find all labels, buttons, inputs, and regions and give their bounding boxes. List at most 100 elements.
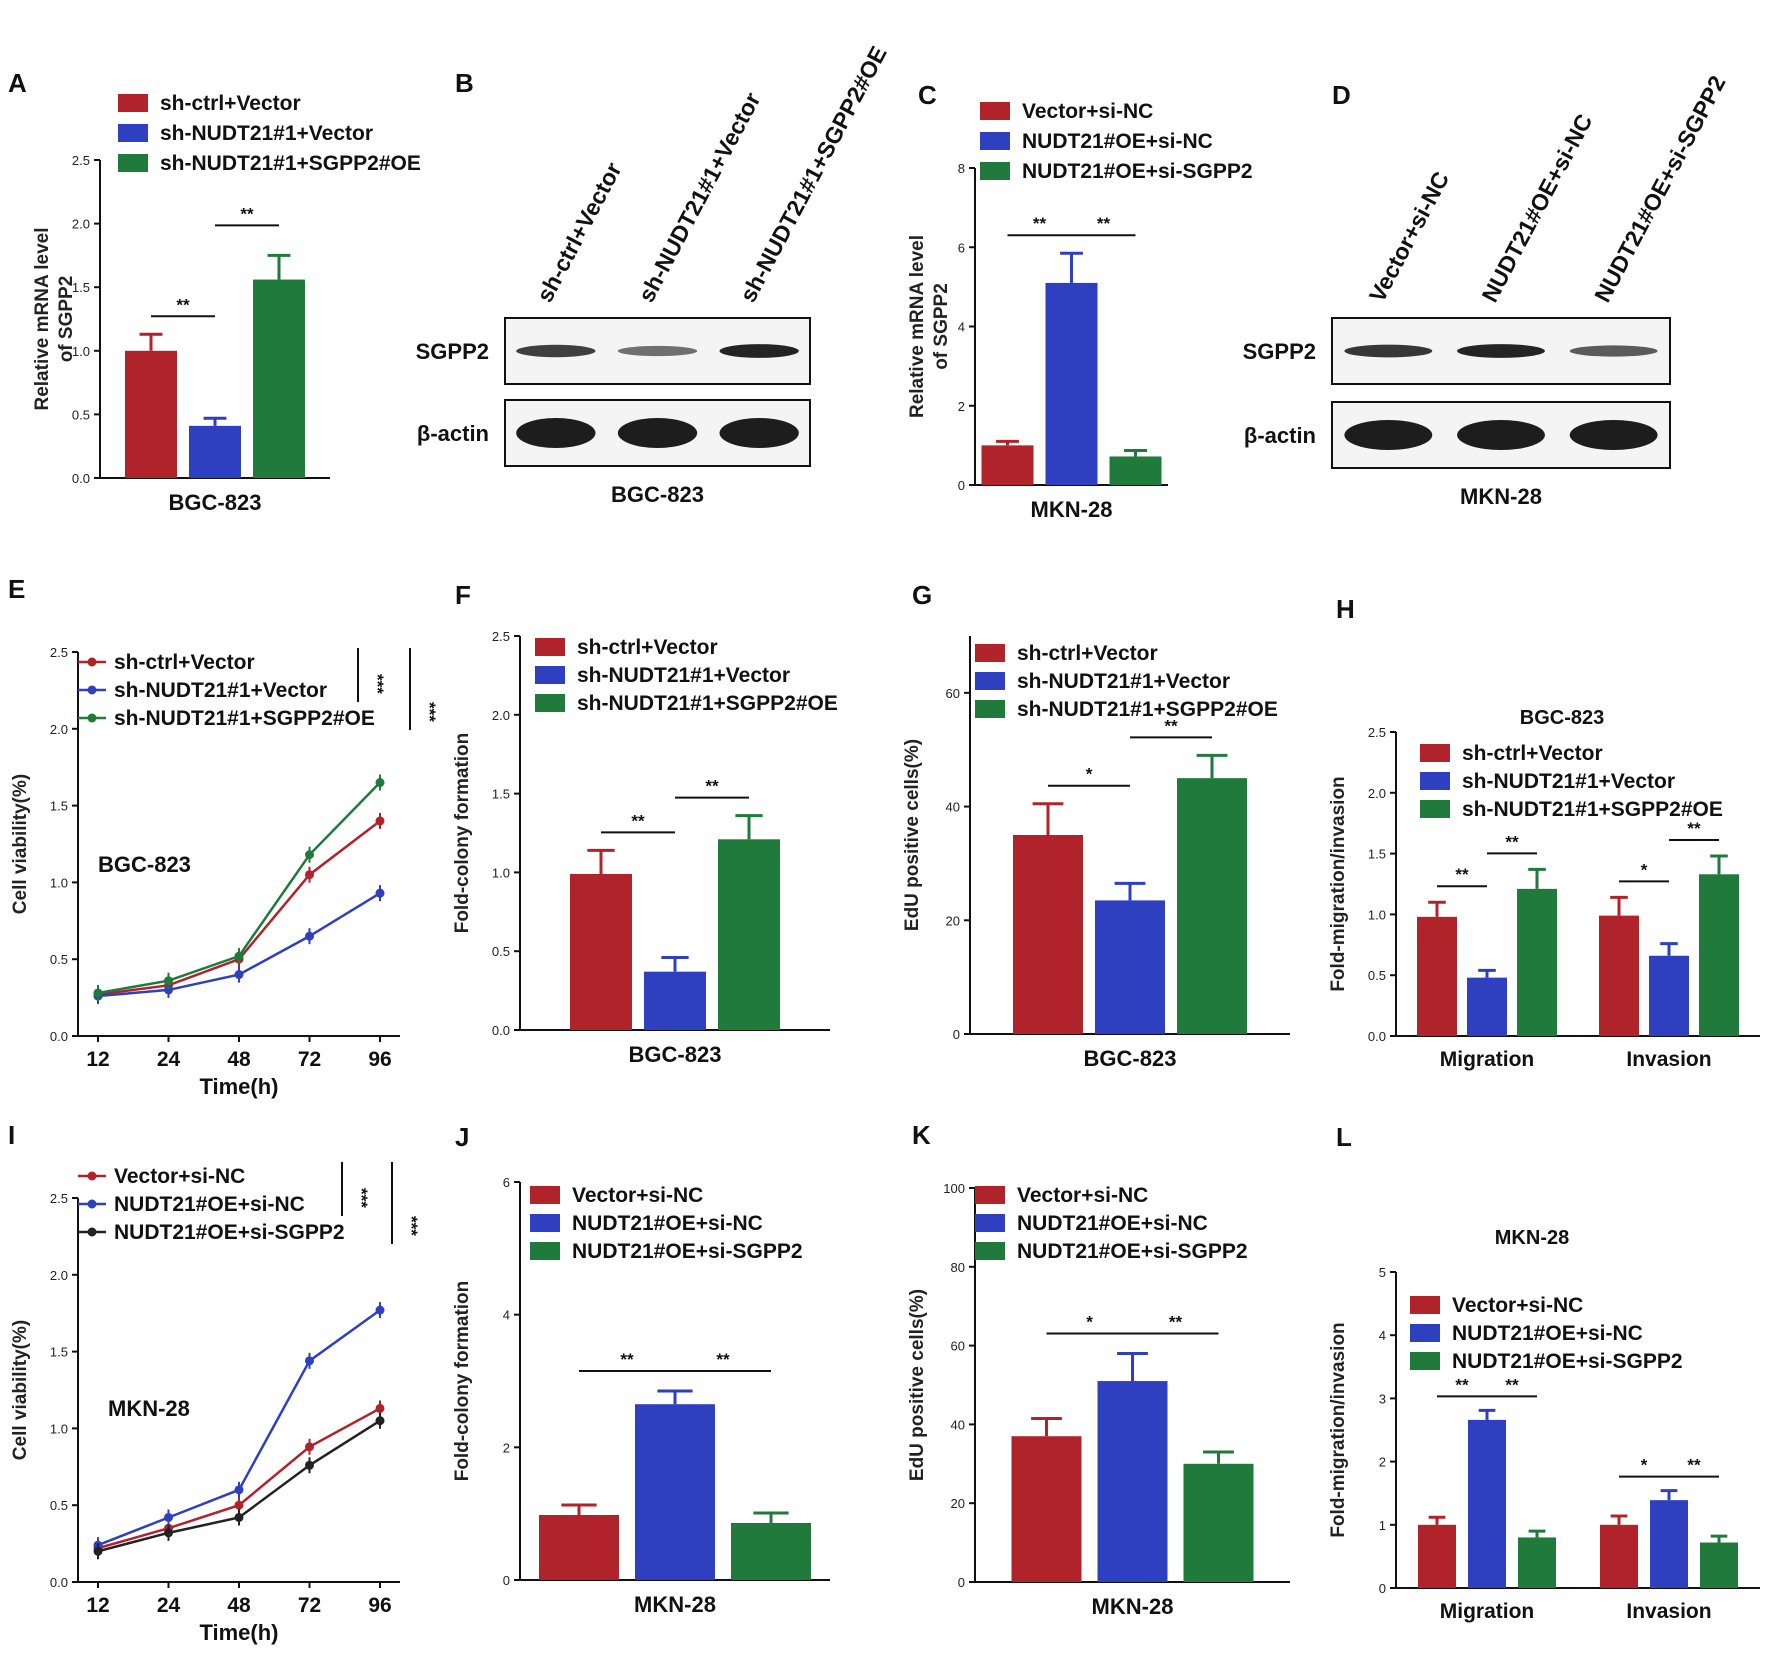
lane-label: sh-ctrl+Vector bbox=[531, 158, 626, 306]
significance-label: ** bbox=[1687, 1456, 1701, 1475]
blot-band bbox=[617, 345, 698, 357]
y-tick-label: 0.5 bbox=[72, 407, 90, 422]
blot-band bbox=[1569, 345, 1658, 357]
y-axis-title: Cell viability(%) bbox=[10, 1320, 31, 1460]
bar bbox=[1095, 900, 1165, 1034]
bar bbox=[1467, 977, 1507, 1036]
legend-label: NUDT21#OE+si-SGPP2 bbox=[1022, 160, 1253, 183]
x-tick-label: 72 bbox=[298, 1594, 321, 1617]
legend-label: Vector+si-NC bbox=[1017, 1184, 1148, 1207]
bar bbox=[1045, 282, 1098, 485]
panel-b: Bsh-ctrl+Vector sh-NUDT21#1+Vectorsh-NUDT… bbox=[416, 42, 892, 507]
legend-swatch bbox=[118, 124, 148, 142]
legend-swatch bbox=[975, 1186, 1005, 1204]
y-tick-label: 0.5 bbox=[50, 952, 68, 967]
y-tick-label: 2.5 bbox=[1368, 725, 1386, 740]
legend-label: NUDT21#OE+si-NC bbox=[1022, 130, 1213, 153]
y-tick-label: 0 bbox=[953, 1027, 960, 1042]
y-tick-label: 2.0 bbox=[50, 1268, 68, 1283]
chart-title: BGC-823 bbox=[1520, 707, 1604, 729]
y-tick-label: 1.0 bbox=[72, 344, 90, 359]
legend-swatch bbox=[980, 102, 1010, 120]
bar bbox=[1649, 955, 1689, 1036]
y-tick-label: 2.5 bbox=[50, 645, 68, 660]
panel-letter: F bbox=[455, 580, 471, 610]
legend-label: sh-NUDT21#1+Vector bbox=[1017, 670, 1230, 693]
y-tick-label: 2.5 bbox=[50, 1191, 68, 1206]
blot-band bbox=[516, 344, 596, 358]
x-axis-title: MKN-28 bbox=[1031, 497, 1113, 522]
y-tick-label: 4 bbox=[1379, 1328, 1386, 1343]
x-tick-label: 96 bbox=[368, 1594, 391, 1617]
panel-letter: H bbox=[1336, 594, 1355, 624]
bar bbox=[644, 971, 706, 1030]
y-tick-label: 1.0 bbox=[50, 875, 68, 890]
chart-title: MKN-28 bbox=[1495, 1227, 1569, 1249]
legend-marker bbox=[87, 657, 97, 667]
bar bbox=[1600, 1524, 1638, 1588]
significance-label: *** bbox=[352, 1188, 371, 1208]
bar bbox=[981, 445, 1034, 485]
y-tick-label: 2 bbox=[1379, 1455, 1386, 1470]
legend-label: Vector+si-NC bbox=[572, 1184, 703, 1207]
x-axis-title: BGC-823 bbox=[169, 490, 262, 515]
lane-label: sh-NUDT21#1+SGPP2#OE bbox=[735, 42, 892, 306]
legend-swatch bbox=[1410, 1324, 1440, 1342]
legend-label: sh-NUDT21#1+SGPP2#OE bbox=[1017, 698, 1278, 721]
lane-label: NUDT21#OE+si-SGPP2 bbox=[1589, 71, 1730, 306]
bar bbox=[731, 1522, 811, 1580]
legend-label: NUDT21#OE+si-NC bbox=[572, 1212, 763, 1235]
y-tick-label: 1.5 bbox=[72, 280, 90, 295]
y-tick-label: 0.0 bbox=[50, 1029, 68, 1044]
blot-band bbox=[1569, 420, 1658, 450]
legend-swatch bbox=[1410, 1352, 1440, 1370]
y-tick-label: 1 bbox=[1379, 1518, 1386, 1533]
y-tick-label: 4 bbox=[958, 320, 965, 335]
blot-band bbox=[617, 418, 698, 448]
y-axis-title: of SGPP2 bbox=[56, 276, 77, 363]
y-tick-label: 2.0 bbox=[50, 722, 68, 737]
legend-swatch bbox=[1420, 772, 1450, 790]
y-tick-label: 1.5 bbox=[492, 787, 510, 802]
significance-label: * bbox=[1641, 860, 1648, 879]
blot-band bbox=[719, 418, 799, 448]
bar bbox=[189, 425, 241, 478]
bar bbox=[125, 350, 177, 478]
blot-band bbox=[1457, 344, 1545, 358]
x-tick-label: Migration bbox=[1440, 1600, 1535, 1623]
x-tick-label: Invasion bbox=[1626, 1600, 1711, 1623]
panel-letter: K bbox=[912, 1120, 931, 1150]
legend-label: NUDT21#OE+si-NC bbox=[1017, 1212, 1208, 1235]
x-tick-label: 48 bbox=[227, 1048, 251, 1071]
y-axis-title: Relative mRNA level bbox=[907, 235, 928, 418]
panel-letter: L bbox=[1336, 1122, 1352, 1152]
bar bbox=[1418, 1524, 1456, 1588]
significance-label: ** bbox=[631, 811, 645, 830]
y-axis-title: EdU positive cells(%) bbox=[902, 739, 923, 931]
significance-label: ** bbox=[1455, 865, 1469, 884]
bar bbox=[635, 1404, 715, 1580]
y-axis-title: Fold-colony formation bbox=[452, 1281, 473, 1482]
y-tick-label: 0 bbox=[958, 478, 965, 493]
blot-band bbox=[1344, 344, 1433, 358]
legend-label: sh-NUDT21#1+Vector bbox=[160, 122, 373, 145]
y-axis-title: Fold-migration/invasion bbox=[1328, 1322, 1349, 1537]
panel-h: H 0.0 0.5 1.0 1.5 2.0 2.5 Fold-migration/invasi… bbox=[1328, 594, 1760, 1071]
legend-label: sh-NUDT21#1+Vector bbox=[1462, 770, 1675, 793]
y-tick-label: 2.5 bbox=[492, 629, 510, 644]
x-tick-label: 48 bbox=[227, 1594, 251, 1617]
bar bbox=[1183, 1463, 1254, 1582]
y-tick-label: 0.5 bbox=[492, 944, 510, 959]
blot-row-label: SGPP2 bbox=[1243, 339, 1316, 364]
x-tick-label: Invasion bbox=[1626, 1048, 1711, 1071]
y-tick-label: 0 bbox=[1379, 1581, 1386, 1596]
blot-band bbox=[1344, 420, 1433, 450]
x-axis-title: Time(h) bbox=[199, 1074, 278, 1099]
x-axis-title: MKN-28 bbox=[634, 1592, 716, 1617]
y-tick-label: 1.0 bbox=[50, 1421, 68, 1436]
legend-swatch bbox=[1420, 800, 1450, 818]
legend-swatch bbox=[530, 1186, 560, 1204]
panel-letter: G bbox=[912, 580, 932, 610]
legend-swatch bbox=[1420, 744, 1450, 762]
y-tick-label: 60 bbox=[951, 1339, 965, 1354]
